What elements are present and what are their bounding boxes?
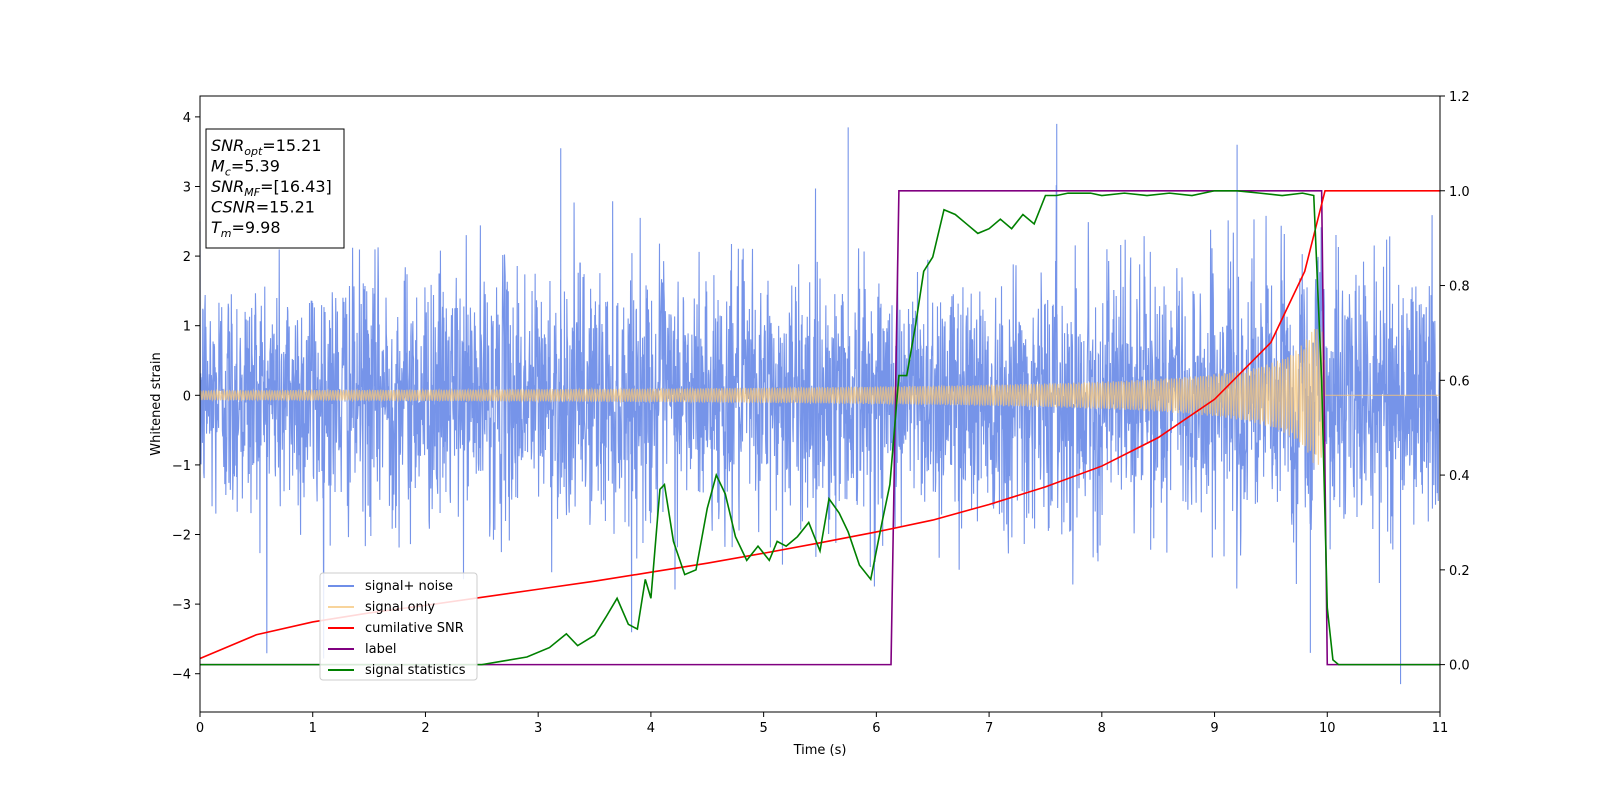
annotation-line: CSNR=15.21 [211, 198, 315, 217]
legend: signal+ noise signal only cumilative SNR la… [319, 572, 478, 681]
annotation-line: SNRMF=[16.43] [211, 177, 332, 199]
x-tick-label: 7 [985, 721, 993, 736]
y-tick-label: 1 [183, 320, 191, 335]
x-axis-label: Time (s) [793, 743, 847, 758]
annotation-box: SNRopt=15.21Mc=5.39SNRMF=[16.43]CSNR=15.… [205, 128, 345, 249]
x-tick-label: 11 [1432, 721, 1449, 736]
x-tick-label: 8 [1098, 721, 1106, 736]
y2-tick-label: 0.0 [1449, 659, 1470, 674]
x-tick-label: 2 [421, 721, 429, 736]
annotation-line: SNRopt=15.21 [211, 136, 322, 158]
y-tick-label: 2 [183, 250, 191, 265]
y-tick-label: 4 [183, 111, 191, 126]
series-signal-noise-line [199, 123, 1441, 685]
legend-frame [319, 572, 478, 681]
x-tick-label: 3 [534, 721, 542, 736]
y-axis-right: 1.2 1.0 0.8 0.6 0.4 0.2 0.0 [1440, 90, 1470, 674]
x-tick-label: 0 [196, 721, 204, 736]
annotation-frame [205, 128, 345, 249]
y-tick-label: 0 [183, 389, 191, 404]
y-tick-label: −1 [172, 459, 191, 474]
legend-entry: cumilative SNR [365, 621, 464, 636]
y2-tick-label: 0.4 [1449, 469, 1470, 484]
x-tick-label: 5 [759, 721, 767, 736]
y2-tick-label: 0.8 [1449, 280, 1470, 295]
annotation-line: Tm=9.98 [211, 218, 281, 240]
legend-entry: label [365, 642, 396, 657]
y2-tick-label: 1.2 [1449, 90, 1470, 105]
x-tick-label: 4 [647, 721, 655, 736]
y-axis-label: Whitened strain [149, 352, 164, 455]
legend-entry: signal statistics [365, 663, 466, 678]
y-tick-label: −3 [172, 598, 191, 613]
legend-entry: signal+ noise [365, 579, 453, 594]
legend-entry: signal only [365, 600, 435, 615]
annotation-line: Mc=5.39 [211, 157, 280, 179]
x-axis: 0 1 2 3 4 5 6 7 8 9 10 11 [196, 712, 1448, 736]
x-tick-label: 1 [309, 721, 317, 736]
x-tick-label: 9 [1210, 721, 1218, 736]
x-tick-label: 6 [872, 721, 880, 736]
x-tick-label: 10 [1319, 721, 1336, 736]
y-tick-label: 3 [183, 180, 191, 195]
y-axis-left: 4 3 2 1 0 −1 −2 −3 −4 [172, 111, 200, 683]
y2-tick-label: 0.2 [1449, 564, 1470, 579]
y2-tick-label: 1.0 [1449, 185, 1470, 200]
y-tick-label: −2 [172, 529, 191, 544]
plot-frame [199, 95, 1441, 713]
y2-tick-label: 0.6 [1449, 374, 1470, 389]
series-signal-statistics-line [200, 189, 1440, 666]
series-signal-only-line [199, 327, 1440, 465]
y-tick-label: −4 [172, 668, 191, 683]
